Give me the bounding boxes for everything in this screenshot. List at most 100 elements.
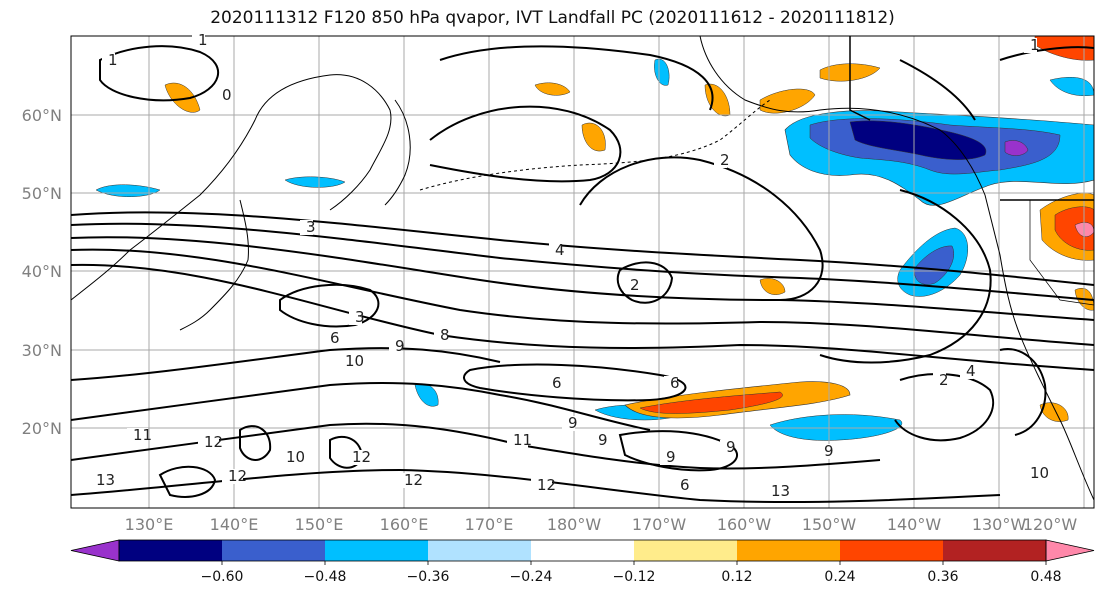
contour-label-bg — [398, 473, 419, 488]
contour-label-bg — [222, 469, 243, 484]
latitude-labels: 60°N 50°N 40°N 30°N 20°N — [22, 106, 62, 438]
shade-very-strong-negative — [849, 120, 987, 160]
contour-label: 10 — [286, 448, 305, 466]
shade-negative-west-coast-core — [914, 245, 954, 285]
contour-label-bg — [549, 243, 562, 258]
contour-line — [463, 363, 687, 402]
contour-label-bg — [90, 473, 111, 488]
contour-label: 6 — [680, 476, 690, 494]
latitude-label: 30°N — [22, 341, 62, 360]
coastline-alaska — [699, 36, 1094, 501]
shade-extreme-negative — [1004, 140, 1029, 156]
shade-negative-small-1 — [95, 184, 161, 197]
longitude-label: 180°W — [547, 515, 602, 534]
contour-label-bg — [933, 373, 946, 388]
contour-label-bg — [664, 376, 677, 391]
coastline-asia — [71, 74, 392, 301]
shaded-anomalies — [95, 36, 1094, 441]
longitude-label: 150°E — [295, 515, 344, 534]
contour-line — [618, 430, 738, 472]
longitude-label: 130°E — [125, 515, 174, 534]
colorbar-tick-label: −0.60 — [201, 569, 244, 585]
colorbar-segment — [943, 540, 1046, 561]
colorbar-segment — [840, 540, 943, 561]
contour-label-bg — [507, 433, 528, 448]
contour-label: 9 — [598, 431, 608, 449]
longitude-label: 160°E — [380, 515, 429, 534]
colorbar-segment — [531, 540, 634, 561]
colorbar-tick-label: 0.12 — [721, 569, 752, 585]
contour-label: 4 — [966, 362, 976, 380]
contour-label: 12 — [404, 471, 423, 489]
contour-label: 6 — [552, 374, 562, 392]
shade-positive-alaska-2 — [759, 88, 816, 114]
contour-line — [71, 236, 1094, 321]
contour-line — [239, 425, 272, 461]
colorbar-segment — [222, 540, 325, 561]
contour-label: 9 — [395, 337, 405, 355]
colorbar-segment — [737, 540, 840, 561]
latitude-label: 60°N — [22, 106, 62, 125]
contour-label-bg — [624, 278, 637, 293]
contour-label: 13 — [96, 471, 115, 489]
map-frame — [70, 35, 1095, 509]
longitude-label: 160°W — [717, 515, 772, 534]
contour-label: 12 — [228, 467, 247, 485]
contour-label-bg — [531, 478, 552, 493]
contour-line — [71, 211, 1094, 286]
contour-label-bg — [127, 428, 148, 443]
contour-label-bg — [714, 153, 727, 168]
contour-label-bg — [562, 416, 575, 431]
colorbar-tick-label: −0.36 — [407, 569, 450, 585]
contour-label: 9 — [666, 448, 676, 466]
contour-label: 1 — [1030, 36, 1040, 54]
contour-label: 4 — [555, 241, 565, 259]
contour-label-bg — [198, 435, 219, 450]
contour-label: 8 — [440, 326, 450, 344]
contour-label-bg — [346, 450, 367, 465]
contour-label: 11 — [133, 426, 152, 444]
colorbar-tick-label: 0.48 — [1030, 569, 1061, 585]
contour-label: 10 — [345, 352, 364, 370]
colorbar-tick-label: 0.24 — [824, 569, 855, 585]
coastline-alaska-border — [849, 36, 871, 121]
contour-label: 2 — [939, 371, 949, 389]
contour-label-bg — [765, 484, 786, 499]
contour-line — [71, 263, 1094, 371]
contour-line — [71, 382, 651, 431]
shade-negative-small-6 — [654, 58, 670, 86]
contour-label: 12 — [204, 433, 223, 451]
contour-label: 6 — [670, 374, 680, 392]
contour-label: 12 — [352, 448, 371, 466]
contour-line — [279, 283, 380, 328]
contour-label: 9 — [824, 442, 834, 460]
contour-line — [579, 156, 824, 301]
contour-label-bg — [216, 88, 229, 103]
contour-line — [439, 45, 714, 111]
contour-label: 12 — [537, 476, 556, 494]
longitude-label: 170°W — [632, 515, 687, 534]
latitude-label: 40°N — [22, 262, 62, 281]
contour-label-bg — [192, 33, 205, 48]
colorbar-tick-label: 0.36 — [927, 569, 958, 585]
colorbar-tick-label: −0.12 — [613, 569, 656, 585]
graticule — [71, 36, 1094, 508]
contour-label-bg — [1024, 466, 1045, 481]
shade-positive-subtropics-core — [639, 391, 783, 414]
shade-positive-small-2 — [581, 122, 606, 152]
colorbar-tick-label: −0.24 — [510, 569, 553, 585]
longitude-labels: 130°E 140°E 150°E 160°E 170°E 180°W 170°W 160°W… — [125, 515, 1078, 534]
contour-line — [819, 189, 992, 364]
contour-label: 10 — [1030, 464, 1049, 482]
colorbar: −0.60 −0.48 −0.36 −0.24 −0.12 0.12 0.24 0.36 0.4… — [70, 539, 1095, 585]
contour-label-bg — [102, 53, 115, 68]
contour-line — [71, 347, 501, 381]
contour-label: 9 — [568, 414, 578, 432]
longitude-label: 150°W — [802, 515, 857, 534]
contour-line — [71, 248, 1094, 346]
colorbar-extend-low — [70, 539, 120, 562]
contour-label-bg — [1024, 38, 1037, 53]
longitude-label: 140°W — [887, 515, 942, 534]
contour-label: 1 — [108, 51, 118, 69]
